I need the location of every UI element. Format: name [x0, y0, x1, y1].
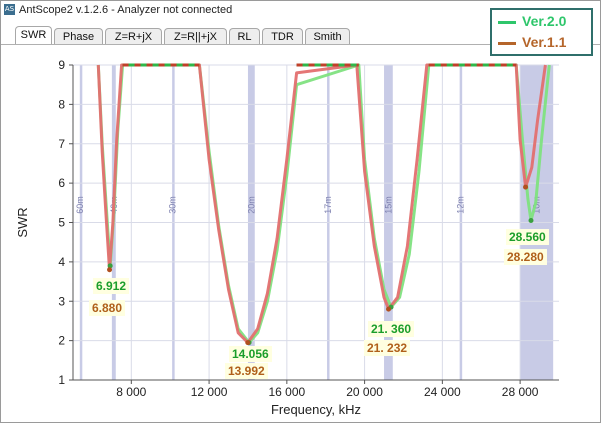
annotation-20m-v2: 14.056	[229, 346, 272, 362]
x-axis-title: Frequency, kHz	[271, 402, 361, 417]
y-tick-label: 6	[58, 176, 65, 190]
minimum-point	[528, 218, 534, 224]
legend-swatch-ver11	[498, 42, 516, 45]
band-label: 12m	[456, 196, 466, 214]
tab-phase[interactable]: Phase	[54, 28, 103, 44]
tab-z-parallel[interactable]: Z=R||+jX	[164, 28, 227, 44]
legend-label-ver11: Ver.1.1	[522, 34, 567, 50]
annotation-40m-v2: 6.912	[93, 278, 130, 294]
x-tick-label: 20 000	[346, 385, 383, 399]
x-tick-label: 8 000	[116, 385, 146, 399]
y-tick-label: 3	[58, 294, 65, 308]
y-tick-label: 4	[58, 255, 65, 269]
minimum-point	[386, 306, 392, 312]
band-label: 17m	[323, 196, 333, 214]
tab-smith[interactable]: Smith	[305, 28, 350, 44]
y-tick-label: 7	[58, 137, 65, 151]
annotation-10m-v2: 28.560	[506, 229, 549, 245]
app-logo-icon: AS	[4, 4, 15, 15]
x-tick-label: 24 000	[424, 385, 461, 399]
minimum-point	[107, 267, 113, 273]
legend-item-ver20: Ver.2.0	[498, 13, 590, 31]
annotation-40m-v1: 6.880	[89, 300, 126, 316]
annotation-15m-v2: 21. 360	[368, 321, 415, 337]
y-tick-label: 8	[58, 97, 65, 111]
legend-label-ver20: Ver.2.0	[522, 13, 567, 29]
window-title: AntScope2 v.1.2.6 - Analyzer not connect…	[19, 4, 233, 16]
y-tick-label: 2	[58, 334, 65, 348]
legend-swatch-ver20	[498, 21, 516, 24]
y-tick-label: 5	[58, 216, 65, 230]
annotation-15m-v1: 21. 232	[364, 340, 411, 356]
band-label: 20m	[246, 196, 256, 214]
y-tick-label: 9	[58, 58, 65, 72]
tab-separator	[1, 44, 600, 45]
annotation-20m-v1: 13.992	[225, 363, 268, 379]
tab-bar: SWR Phase Z=R+jX Z=R||+jX RL TDR Smith	[1, 25, 600, 45]
band-label: 60m	[75, 196, 85, 214]
x-tick-label: 28 000	[502, 385, 539, 399]
legend-box: Ver.2.0 Ver.1.1	[490, 8, 593, 56]
tab-swr[interactable]: SWR	[15, 26, 52, 45]
title-bar[interactable]: AS AntScope2 v.1.2.6 - Analyzer not conn…	[1, 1, 600, 23]
minimum-point	[107, 263, 113, 269]
y-tick-label: 1	[58, 373, 65, 387]
minimum-point	[245, 340, 251, 346]
minimum-point	[523, 184, 529, 190]
band-label: 30m	[168, 196, 178, 214]
legend-item-ver11: Ver.1.1	[498, 34, 590, 52]
annotation-10m-v1: 28.280	[504, 249, 547, 265]
band-label: 15m	[383, 196, 393, 214]
tab-rl[interactable]: RL	[229, 28, 260, 44]
tab-tdr[interactable]: TDR	[262, 28, 303, 44]
x-tick-label: 12 000	[191, 385, 228, 399]
y-axis-title: SWR	[15, 207, 30, 237]
tab-z-series[interactable]: Z=R+jX	[105, 28, 162, 44]
x-tick-label: 16 000	[268, 385, 305, 399]
